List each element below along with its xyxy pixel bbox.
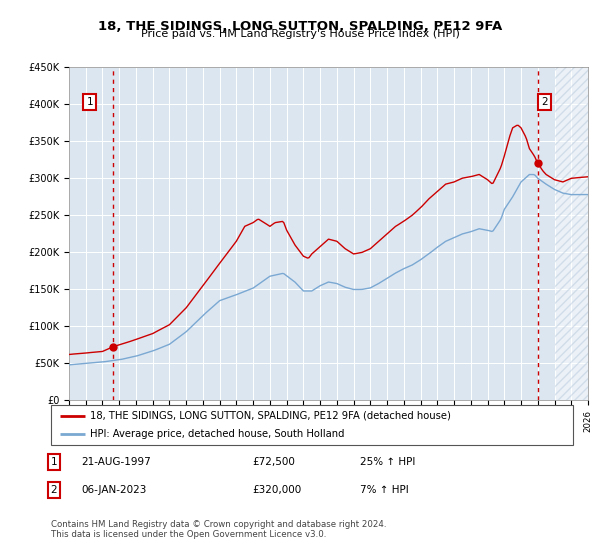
Bar [554, 67, 588, 400]
Text: 2: 2 [541, 97, 548, 107]
Text: Contains HM Land Registry data © Crown copyright and database right 2024.
This d: Contains HM Land Registry data © Crown c… [51, 520, 386, 539]
Text: 7% ↑ HPI: 7% ↑ HPI [360, 485, 409, 495]
Text: 18, THE SIDINGS, LONG SUTTON, SPALDING, PE12 9FA (detached house): 18, THE SIDINGS, LONG SUTTON, SPALDING, … [90, 411, 451, 421]
Text: Price paid vs. HM Land Registry's House Price Index (HPI): Price paid vs. HM Land Registry's House … [140, 29, 460, 39]
Text: 25% ↑ HPI: 25% ↑ HPI [360, 457, 415, 467]
Text: 06-JAN-2023: 06-JAN-2023 [81, 485, 146, 495]
Text: £320,000: £320,000 [252, 485, 301, 495]
Text: £72,500: £72,500 [252, 457, 295, 467]
Text: HPI: Average price, detached house, South Holland: HPI: Average price, detached house, Sout… [90, 430, 344, 439]
Text: 21-AUG-1997: 21-AUG-1997 [81, 457, 151, 467]
Text: 18, THE SIDINGS, LONG SUTTON, SPALDING, PE12 9FA: 18, THE SIDINGS, LONG SUTTON, SPALDING, … [98, 20, 502, 32]
Text: 2: 2 [50, 485, 58, 495]
Text: 1: 1 [86, 97, 93, 107]
Text: 1: 1 [50, 457, 58, 467]
